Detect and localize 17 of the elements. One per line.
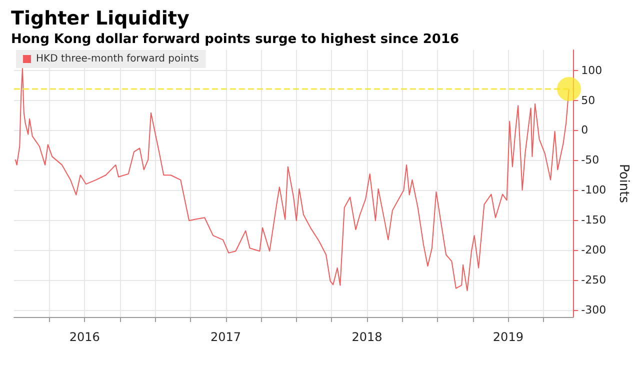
chart-subtitle: Hong Kong dollar forward points surge to highest since 2016	[11, 32, 460, 47]
x-tick-label: 2017	[210, 330, 242, 344]
y-tick-label: -300	[581, 303, 606, 316]
x-tick-label: 2016	[69, 330, 100, 344]
y-tick-label: -150	[581, 214, 606, 227]
y-tick-label: 100	[581, 64, 602, 77]
y-tick-label: -200	[581, 243, 606, 256]
x-tick-label: 2018	[352, 330, 382, 344]
y-tick-label: 0	[581, 124, 588, 137]
y-tick-label: -250	[581, 273, 606, 286]
x-tick-label: 2019	[492, 330, 524, 344]
y-axis-title: Points	[616, 164, 631, 204]
legend-label: HKD three-month forward points	[36, 54, 199, 64]
chart-title: Tighter Liquidity	[11, 8, 190, 30]
y-tick-label: 50	[581, 94, 596, 107]
y-tick-label: -50	[581, 154, 600, 167]
y-tick-label: -100	[581, 184, 606, 197]
